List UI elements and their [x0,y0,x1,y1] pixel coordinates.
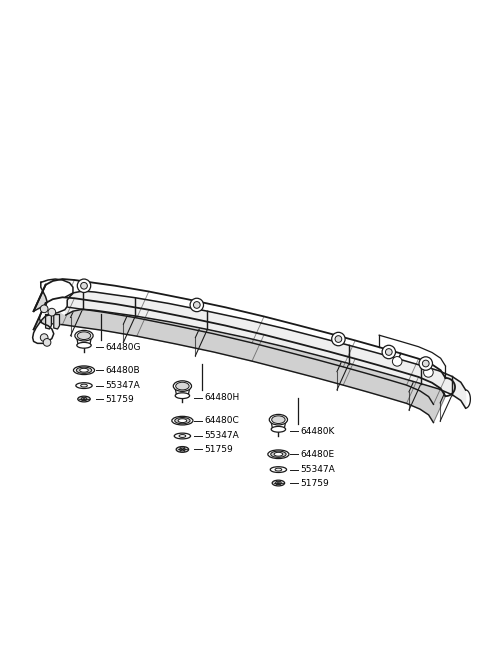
Circle shape [43,338,51,346]
Circle shape [385,348,392,356]
Circle shape [81,282,87,289]
Polygon shape [54,315,60,329]
Ellipse shape [76,367,92,373]
Polygon shape [46,279,466,390]
Ellipse shape [173,380,192,392]
Ellipse shape [269,415,288,425]
Circle shape [419,357,432,370]
Ellipse shape [81,398,87,400]
Ellipse shape [274,453,283,456]
Ellipse shape [172,417,193,425]
Circle shape [424,367,433,377]
Circle shape [332,333,345,346]
Ellipse shape [75,331,93,341]
Ellipse shape [77,332,91,340]
Text: 64480C: 64480C [204,416,239,425]
Ellipse shape [272,416,285,424]
Ellipse shape [270,466,287,472]
Ellipse shape [175,417,190,424]
Circle shape [193,302,200,308]
Ellipse shape [78,396,90,402]
Circle shape [77,279,91,293]
Text: 55347A: 55347A [106,381,140,390]
Ellipse shape [80,368,88,372]
Polygon shape [33,279,73,343]
Text: 51759: 51759 [106,394,134,403]
Ellipse shape [272,480,285,486]
Ellipse shape [276,482,281,485]
Text: 64480E: 64480E [300,450,334,459]
Ellipse shape [179,434,186,438]
Polygon shape [66,291,466,408]
Ellipse shape [275,468,282,471]
Ellipse shape [271,451,286,457]
Circle shape [335,336,342,342]
Circle shape [190,298,204,312]
Circle shape [382,345,396,359]
Ellipse shape [77,342,91,348]
Polygon shape [46,297,466,408]
Ellipse shape [81,384,87,387]
Text: 51759: 51759 [300,478,329,487]
Ellipse shape [178,419,187,422]
Text: 55347A: 55347A [204,432,239,440]
Ellipse shape [271,426,286,432]
Polygon shape [34,279,445,404]
Text: 64480G: 64480G [106,342,141,352]
Polygon shape [34,297,445,422]
Circle shape [40,305,48,313]
Polygon shape [175,386,190,396]
Polygon shape [76,336,92,345]
Text: 64480K: 64480K [300,426,335,436]
Ellipse shape [73,366,95,375]
Polygon shape [46,315,51,329]
Circle shape [422,360,429,367]
Ellipse shape [76,382,92,388]
Text: 55347A: 55347A [300,465,335,474]
Polygon shape [271,420,286,429]
Ellipse shape [176,447,189,453]
Ellipse shape [174,433,191,439]
Ellipse shape [180,448,185,451]
Ellipse shape [176,382,189,390]
Circle shape [392,357,402,366]
Circle shape [40,334,48,341]
Ellipse shape [175,393,190,399]
Text: 64480B: 64480B [106,366,140,375]
Circle shape [48,308,56,316]
Text: 64480H: 64480H [204,393,239,402]
Ellipse shape [268,450,289,459]
Text: 51759: 51759 [204,445,233,454]
